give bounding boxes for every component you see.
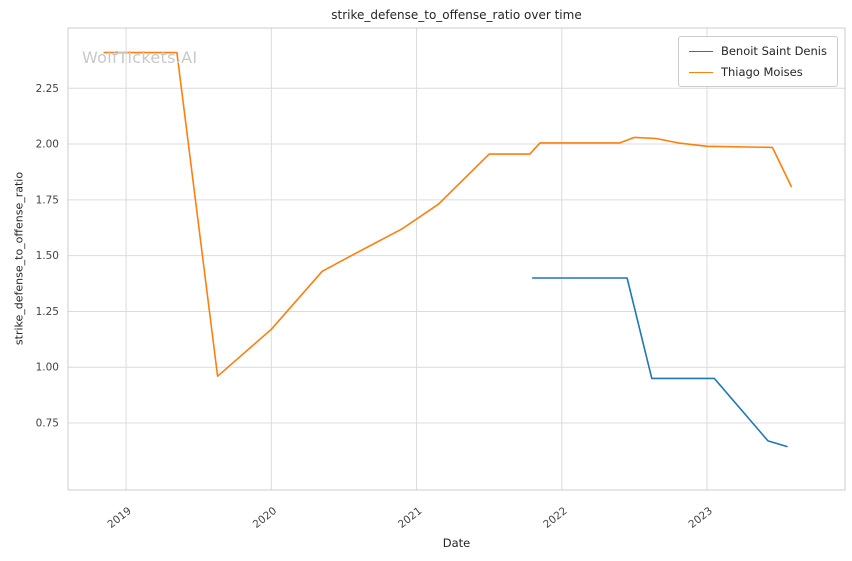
plot-border: [67, 27, 846, 491]
x-axis-label: Date: [442, 536, 471, 550]
legend-line-swatch-orange: [688, 71, 713, 73]
x-tick-label: 2020: [251, 505, 279, 531]
chart-title: strike_defense_to_offense_ratio over tim…: [331, 8, 582, 22]
y-tick-label: 2.25: [36, 83, 59, 95]
y-tick-label: 1.00: [36, 362, 59, 374]
legend-item-thiago: Thiago Moises: [688, 65, 827, 79]
series-line-thiago-moises: [103, 51, 793, 378]
legend-item-benoit: Benoit Saint Denis: [688, 44, 827, 58]
legend-label: Thiago Moises: [720, 65, 803, 79]
y-tick-label: 1.50: [36, 250, 59, 262]
x-tick-label: 2023: [686, 505, 714, 531]
y-tick-label: 0.75: [36, 418, 59, 430]
legend-line-swatch-blue: [688, 50, 713, 52]
x-tick-label: 2021: [396, 505, 424, 531]
y-tick-label: 1.25: [36, 306, 59, 318]
x-tick-label: 2019: [105, 505, 133, 531]
watermark: WolfTickets.AI: [82, 48, 198, 67]
series-line-benoit-saint-denis: [531, 277, 788, 448]
legend-label: Benoit Saint Denis: [720, 44, 827, 58]
y-tick-label: 1.75: [36, 194, 59, 206]
y-axis-label: strike_defense_to_offense_ratio: [12, 171, 26, 346]
legend: Benoit Saint Denis Thiago Moises: [677, 36, 838, 87]
x-tick-label: 2022: [541, 505, 569, 531]
y-tick-label: 2.00: [36, 139, 59, 151]
